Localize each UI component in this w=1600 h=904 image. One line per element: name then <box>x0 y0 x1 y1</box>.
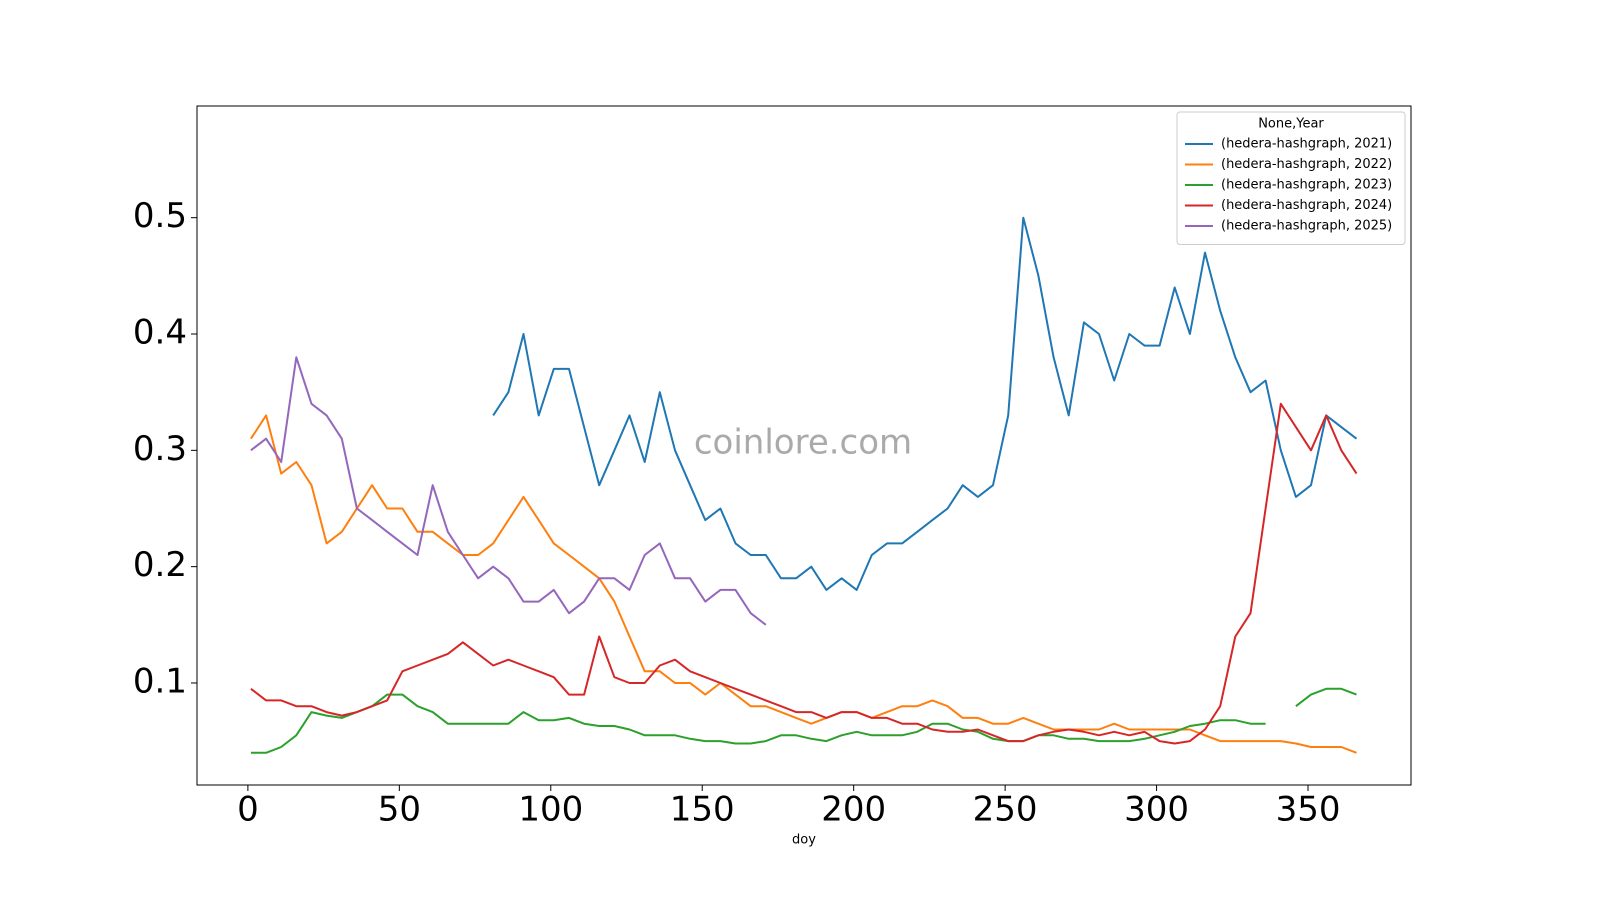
series-line <box>250 687 1357 754</box>
x-tick-label: 350 <box>1276 790 1341 830</box>
x-tick-label: 150 <box>670 790 735 830</box>
plot-frame <box>196 105 1412 786</box>
watermark: coinlore.com <box>694 423 912 463</box>
legend-label: (hedera-hashgraph, 2022) <box>1221 157 1392 172</box>
series-line <box>492 216 1358 591</box>
y-tick-label: 0.5 <box>133 196 187 236</box>
x-tick-label: 50 <box>378 790 421 830</box>
x-tick-label: 300 <box>1124 790 1189 830</box>
y-tick-label: 0.3 <box>133 429 187 469</box>
y-tick-label: 0.2 <box>133 545 187 585</box>
series-line <box>250 402 1358 745</box>
legend-title: None,Year <box>1258 117 1324 132</box>
x-tick-label: 100 <box>518 790 583 830</box>
legend-label: (hedera-hashgraph, 2021) <box>1221 137 1392 152</box>
legend-label: (hedera-hashgraph, 2023) <box>1221 178 1392 193</box>
y-tick-label: 0.4 <box>133 313 187 353</box>
legend-label: (hedera-hashgraph, 2024) <box>1221 198 1392 213</box>
y-tick-label: 0.1 <box>133 661 187 701</box>
series-line <box>250 356 767 626</box>
legend: None,Year (hedera-hashgraph, 2021) (hedera… <box>1176 111 1406 245</box>
x-tick-label: 200 <box>821 790 886 830</box>
x-tick-label: 250 <box>973 790 1038 830</box>
x-axis-label: doy <box>792 833 816 848</box>
legend-label: (hedera-hashgraph, 2025) <box>1221 219 1392 234</box>
series-line <box>250 414 1357 754</box>
x-tick-label: 0 <box>237 790 259 830</box>
legend-box <box>1176 111 1406 245</box>
